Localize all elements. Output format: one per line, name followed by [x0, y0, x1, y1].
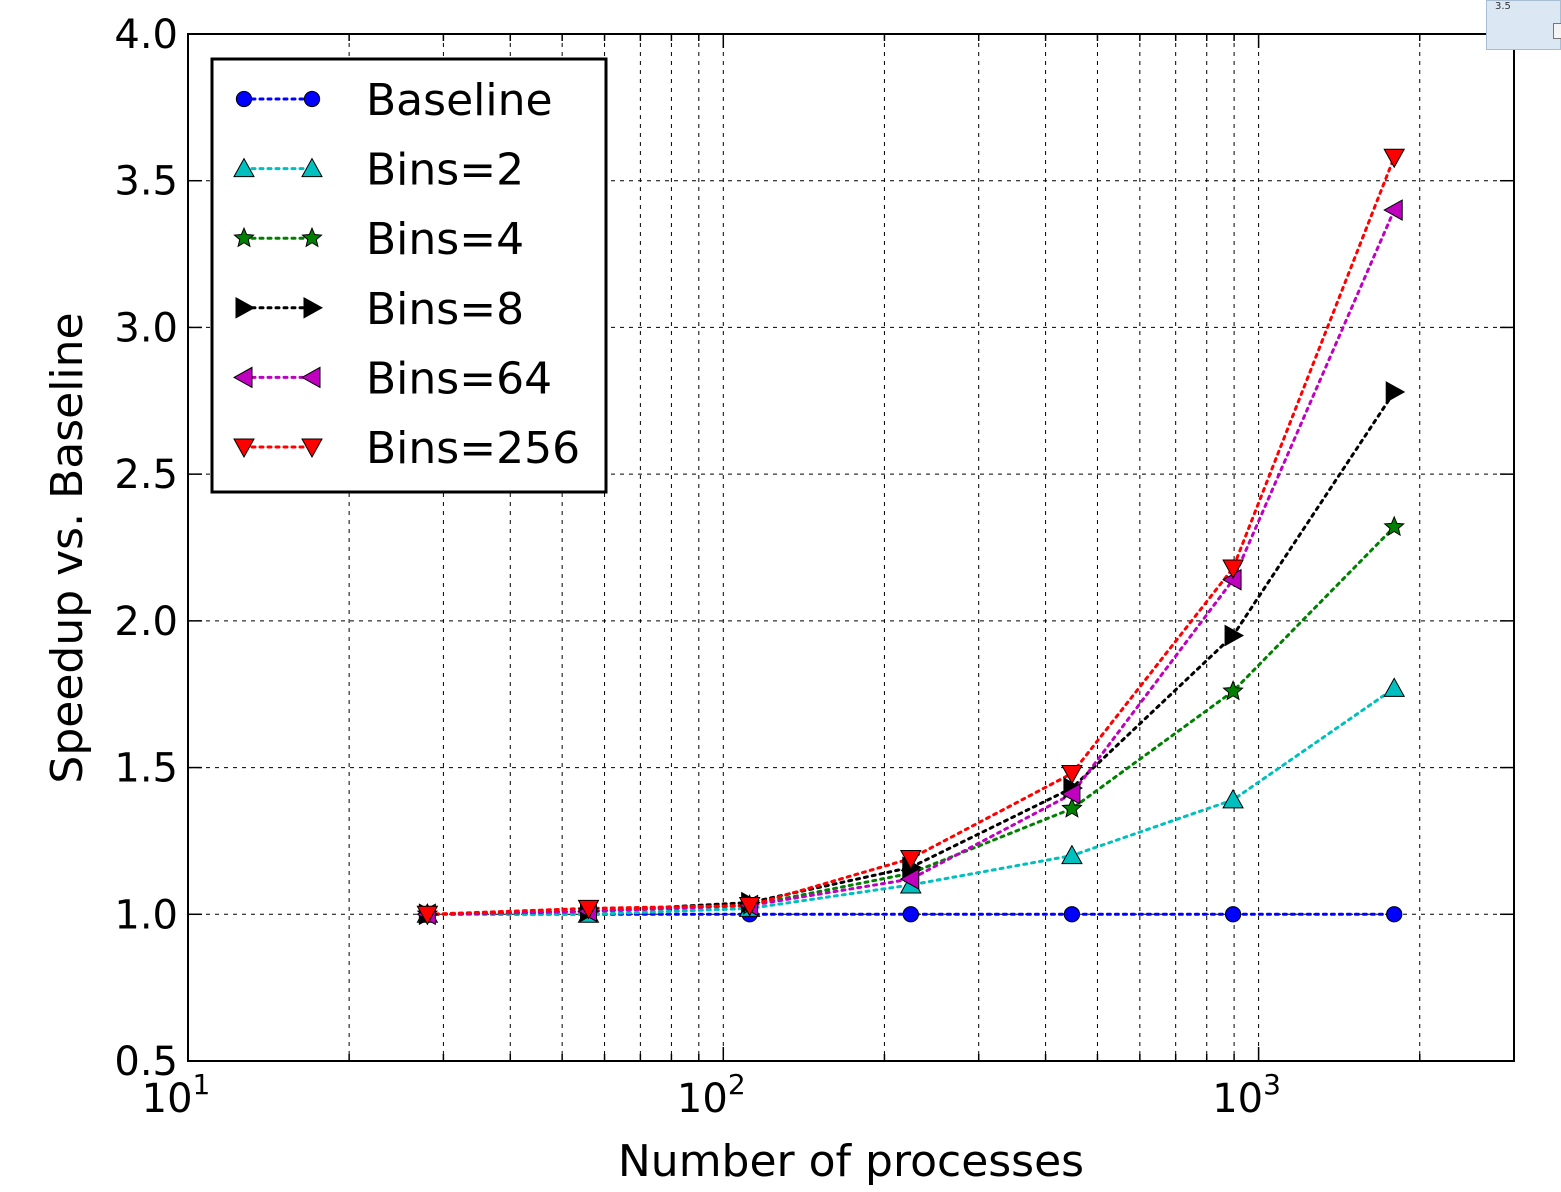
data-point [1383, 148, 1406, 169]
data-point [738, 896, 761, 917]
overlay-widget[interactable]: 3.5 [1486, 0, 1561, 50]
y-tick-label: 3.0 [114, 305, 178, 351]
x-tick-exponent: 1 [193, 1068, 211, 1101]
legend-label: Bins=8 [366, 284, 524, 335]
x-tick-base: 10 [1212, 1076, 1263, 1122]
legend-marker [233, 157, 255, 178]
x-tick-label: 101 [142, 1068, 211, 1122]
data-point [1061, 797, 1083, 818]
data-point [1385, 381, 1406, 403]
x-tick-label: 102 [677, 1068, 746, 1122]
legend-frame [210, 57, 608, 494]
y-tick-label: 2.5 [114, 452, 178, 498]
data-point [1060, 783, 1081, 805]
legend-label: Bins=2 [366, 145, 524, 196]
legend-marker [235, 296, 256, 319]
legend-marker [235, 90, 253, 108]
y-tick-label: 3.5 [114, 159, 178, 205]
overlay-widget-label: 3.5 [1495, 1, 1511, 12]
plot-frame [187, 33, 1515, 1062]
data-point [1224, 624, 1245, 647]
y-tick-label: 4.0 [114, 12, 178, 58]
legend-marker [233, 226, 255, 248]
data-point [1383, 199, 1403, 221]
legend-marker [233, 438, 255, 459]
data-point [1061, 844, 1083, 865]
y-tick-label: 0.5 [114, 1039, 178, 1085]
data-point [1222, 788, 1244, 809]
legend-marker [303, 296, 324, 319]
grid-lines [188, 34, 1514, 1061]
legend: Baseline Bins=2 Bins=4 Bins=8 Bins=64 Bins=25… [210, 57, 608, 494]
data-point [1386, 906, 1403, 923]
x-tick-exponent: 3 [1263, 1068, 1281, 1101]
x-tick-base: 10 [677, 1076, 728, 1122]
legend-marker [232, 366, 253, 389]
data-point [899, 850, 922, 870]
y-tick-label: 2.0 [114, 599, 178, 645]
series-markers [416, 148, 1406, 926]
x-tick-label: 103 [1212, 1068, 1281, 1122]
axis-ticks [187, 33, 1515, 1062]
legend-marker [301, 438, 323, 459]
data-point [577, 899, 600, 920]
data-point [1383, 677, 1406, 697]
legend-label: Baseline [366, 75, 553, 126]
data-point [1222, 679, 1244, 701]
legend-marker [301, 157, 323, 178]
data-point [1061, 764, 1083, 785]
y-axis-title: Speedup vs. Baseline [42, 312, 93, 783]
legend-label: Bins=64 [366, 353, 552, 404]
x-tick-base: 10 [142, 1076, 193, 1122]
data-point [416, 905, 439, 926]
x-axis-title: Number of processes [618, 1136, 1084, 1187]
y-tick-label: 1.0 [114, 892, 178, 938]
data-point [1222, 559, 1244, 580]
data-point [1224, 906, 1242, 923]
legend-marker [301, 226, 323, 248]
data-point [1063, 906, 1081, 923]
y-tick-label: 1.5 [114, 746, 178, 792]
legend-label: Bins=256 [366, 423, 580, 474]
x-tick-exponent: 2 [728, 1068, 746, 1101]
data-point [1383, 515, 1405, 537]
data-point [902, 906, 919, 923]
data-point [899, 868, 920, 890]
overlay-widget-box[interactable] [1553, 23, 1561, 39]
legend-marker [303, 90, 321, 108]
legend-label: Bins=4 [366, 214, 524, 265]
legend-marker [300, 366, 321, 389]
